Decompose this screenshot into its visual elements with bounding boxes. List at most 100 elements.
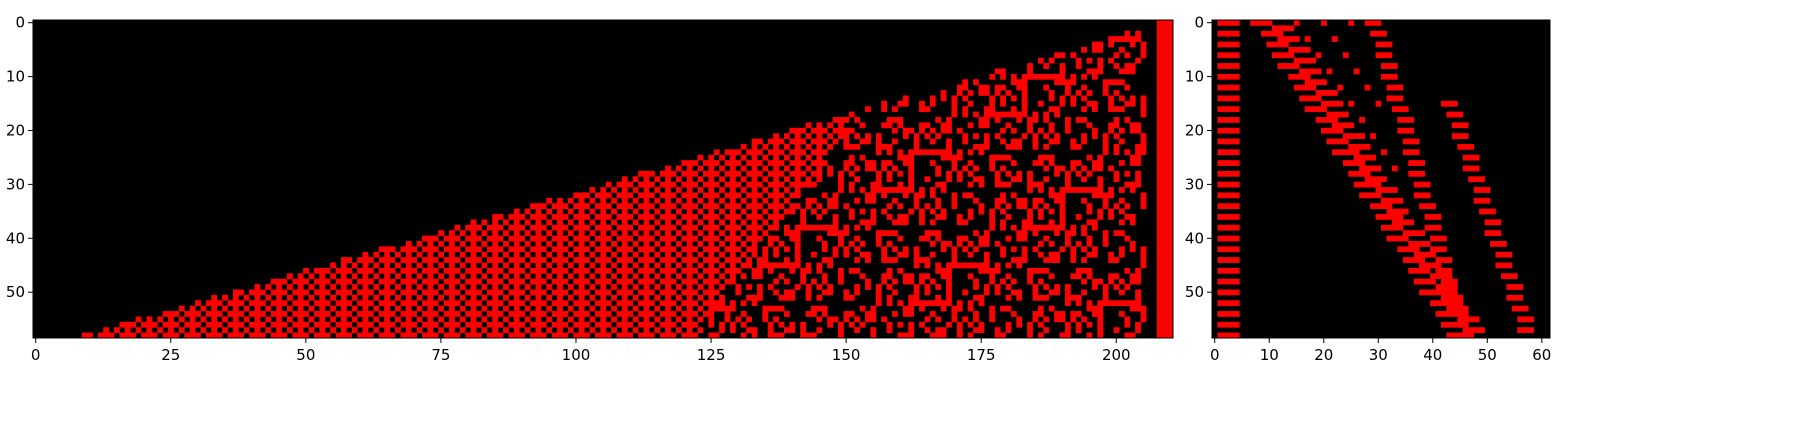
heatmap-cell bbox=[746, 224, 752, 231]
heatmap-cell bbox=[405, 246, 412, 253]
heatmap-cell bbox=[1435, 311, 1442, 317]
heatmap-cell bbox=[1167, 46, 1174, 53]
heatmap-cell bbox=[665, 235, 671, 242]
heatmap-cell bbox=[1473, 165, 1480, 172]
heatmap-cell bbox=[697, 305, 704, 312]
heatmap-cell bbox=[411, 332, 417, 339]
heatmap-cell bbox=[578, 316, 585, 323]
heatmap-cell bbox=[605, 278, 612, 285]
heatmap-cell bbox=[1424, 214, 1431, 220]
heatmap-cell bbox=[643, 316, 650, 323]
heatmap-cell bbox=[994, 181, 1001, 188]
heatmap-cell bbox=[967, 273, 974, 280]
heatmap-cell bbox=[681, 246, 688, 253]
heatmap-cell bbox=[1000, 84, 1006, 91]
heatmap-cell bbox=[729, 197, 736, 204]
heatmap-cell bbox=[1304, 73, 1311, 80]
heatmap-cell bbox=[1021, 251, 1028, 258]
heatmap-cell bbox=[1167, 284, 1174, 290]
heatmap-cell bbox=[789, 327, 796, 334]
heatmap-cell bbox=[524, 327, 531, 334]
heatmap-cell bbox=[1162, 214, 1168, 220]
heatmap-cell bbox=[1097, 187, 1104, 193]
heatmap-cell bbox=[751, 246, 758, 253]
heatmap-cell bbox=[551, 311, 558, 317]
heatmap-cell bbox=[751, 149, 758, 156]
heatmap-cell bbox=[1156, 321, 1163, 328]
heatmap-cell bbox=[1288, 52, 1295, 59]
heatmap-cell bbox=[1124, 321, 1131, 328]
heatmap-cell bbox=[524, 230, 531, 236]
heatmap-cell bbox=[540, 311, 547, 317]
heatmap-cell bbox=[665, 192, 671, 199]
heatmap-cell bbox=[481, 219, 488, 226]
heatmap-cell bbox=[146, 332, 153, 339]
heatmap-cell bbox=[189, 332, 196, 339]
heatmap-cell bbox=[1162, 235, 1168, 242]
heatmap-cell bbox=[935, 149, 942, 156]
heatmap-cell bbox=[751, 240, 758, 247]
heatmap-cell bbox=[1167, 160, 1174, 166]
heatmap-cell bbox=[1413, 181, 1420, 188]
heatmap-cell bbox=[811, 149, 817, 156]
heatmap-cell bbox=[805, 289, 812, 296]
heatmap-cell bbox=[919, 257, 925, 263]
heatmap-cell bbox=[1511, 294, 1518, 301]
heatmap-cell bbox=[686, 160, 693, 166]
heatmap-cell bbox=[492, 311, 499, 317]
heatmap-cell bbox=[594, 332, 601, 339]
heatmap-cell bbox=[1419, 203, 1426, 210]
heatmap-cell bbox=[1167, 127, 1174, 134]
heatmap-cell bbox=[1233, 235, 1240, 242]
heatmap-cell bbox=[1391, 106, 1398, 113]
heatmap-cell bbox=[1462, 165, 1469, 172]
heatmap-cell bbox=[1140, 311, 1147, 317]
heatmap-cell bbox=[611, 251, 617, 258]
heatmap-cell bbox=[686, 311, 693, 317]
heatmap-cell bbox=[816, 262, 823, 269]
heatmap-cell bbox=[1228, 267, 1235, 274]
heatmap-cell bbox=[1162, 138, 1168, 145]
heatmap-cell bbox=[892, 289, 898, 296]
heatmap-cell bbox=[827, 197, 834, 204]
heatmap-cell bbox=[1118, 219, 1125, 226]
heatmap-cell bbox=[1064, 122, 1071, 129]
heatmap-cell bbox=[524, 262, 531, 269]
heatmap-cell bbox=[573, 246, 580, 253]
heatmap-cell bbox=[946, 117, 952, 123]
heatmap-cell bbox=[1091, 160, 1098, 166]
heatmap-cell bbox=[1102, 235, 1109, 242]
heatmap-cell bbox=[913, 257, 920, 263]
heatmap-cell bbox=[1108, 208, 1114, 215]
heatmap-cell bbox=[551, 332, 558, 339]
heatmap-cell bbox=[157, 316, 164, 323]
heatmap-cell bbox=[886, 294, 893, 301]
heatmap-cell bbox=[422, 235, 428, 242]
heatmap-cell bbox=[897, 300, 904, 307]
heatmap-cell bbox=[983, 251, 990, 258]
heatmap-cell bbox=[1162, 73, 1168, 80]
heatmap-cell bbox=[719, 176, 725, 183]
heatmap-cell bbox=[665, 181, 671, 188]
heatmap-cell bbox=[1228, 332, 1235, 339]
heatmap-cell bbox=[1135, 289, 1141, 296]
heatmap-cell bbox=[951, 111, 958, 118]
heatmap-cell bbox=[243, 316, 250, 323]
heatmap-cell bbox=[1156, 138, 1163, 145]
heatmap-cell bbox=[751, 165, 758, 172]
heatmap-cell bbox=[729, 149, 736, 156]
heatmap-cell bbox=[784, 262, 790, 269]
heatmap-cell bbox=[1167, 224, 1174, 231]
heatmap-cell bbox=[902, 160, 909, 166]
heatmap-cell bbox=[567, 294, 574, 301]
heatmap-cell bbox=[1217, 30, 1224, 37]
heatmap-cell bbox=[373, 273, 380, 280]
heatmap-cell bbox=[767, 192, 774, 199]
heatmap-cell bbox=[449, 251, 455, 258]
heatmap-cell bbox=[1059, 79, 1066, 86]
heatmap-cell bbox=[627, 278, 634, 285]
heatmap-cell bbox=[843, 117, 850, 123]
heatmap-cell bbox=[1451, 294, 1458, 301]
heatmap-cell bbox=[270, 321, 277, 328]
x-tick-label: 40 bbox=[1423, 346, 1442, 364]
